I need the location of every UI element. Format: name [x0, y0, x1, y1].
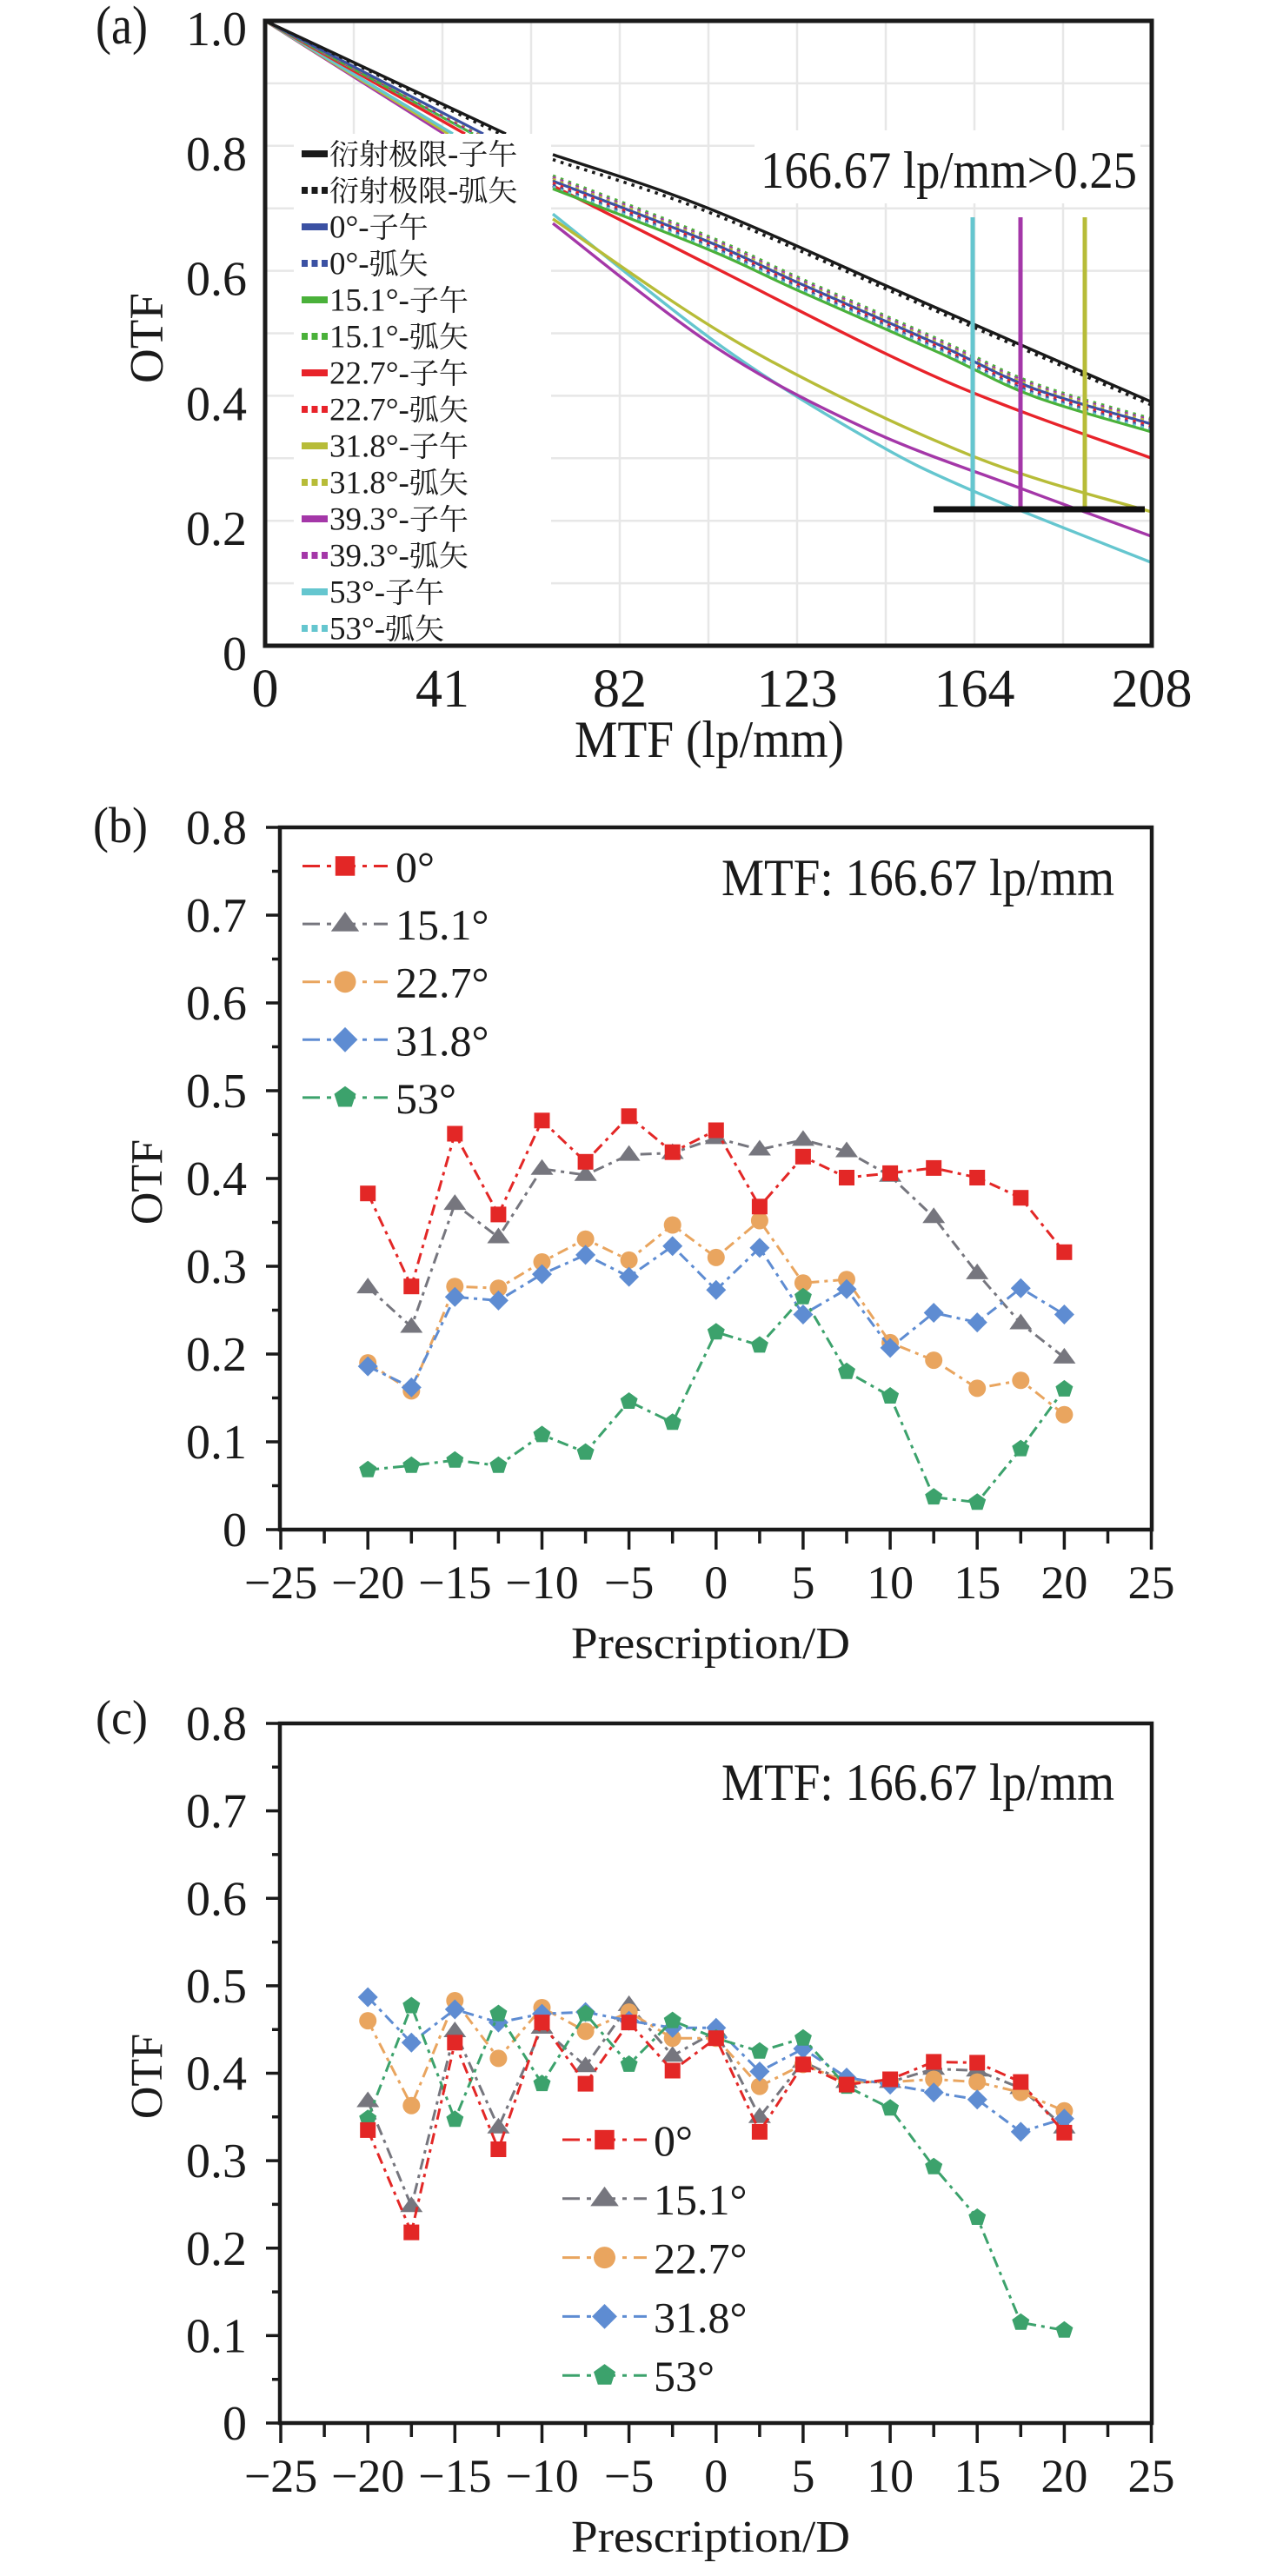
svg-text:0: 0: [704, 2450, 728, 2502]
svg-text:164: 164: [934, 660, 1015, 719]
svg-text:OTF: OTF: [123, 2034, 172, 2119]
svg-text:82: 82: [593, 660, 647, 719]
svg-text:−20: −20: [331, 1557, 404, 1609]
svg-text:15.1°: 15.1°: [654, 2175, 748, 2224]
svg-text:−5: −5: [604, 2450, 654, 2502]
svg-text:20: 20: [1040, 2450, 1087, 2502]
svg-text:5: 5: [791, 1557, 814, 1609]
svg-text:0.3: 0.3: [186, 2134, 247, 2188]
svg-text:−10: −10: [505, 1557, 578, 1609]
svg-text:25: 25: [1128, 1557, 1175, 1609]
svg-text:15.1°: 15.1°: [396, 900, 489, 949]
svg-text:0.2: 0.2: [186, 502, 247, 556]
svg-text:0.5: 0.5: [186, 1960, 247, 2014]
svg-text:(a): (a): [96, 0, 148, 56]
svg-text:5: 5: [791, 2450, 814, 2502]
svg-text:OTF: OTF: [123, 1139, 172, 1225]
svg-text:−15: −15: [418, 2450, 491, 2502]
svg-text:0.3: 0.3: [186, 1240, 247, 1294]
svg-text:10: 10: [867, 1557, 914, 1609]
svg-text:0°-: 0°-: [329, 210, 369, 246]
svg-text:MTF (lp/mm): MTF (lp/mm): [575, 711, 844, 768]
svg-text:−15: −15: [418, 1557, 491, 1609]
svg-text:0: 0: [704, 1557, 728, 1609]
svg-text:0: 0: [223, 2397, 247, 2451]
svg-text:39.3°-: 39.3°-: [329, 502, 409, 538]
svg-text:53°: 53°: [654, 2352, 715, 2400]
svg-text:0.5: 0.5: [186, 1065, 247, 1119]
svg-text:OTF: OTF: [120, 293, 173, 383]
svg-text:22.7°: 22.7°: [396, 959, 489, 1007]
svg-text:MTF: 166.67 lp/mm: MTF: 166.67 lp/mm: [721, 1754, 1114, 1811]
svg-text:(b): (b): [93, 797, 148, 853]
svg-text:0.8: 0.8: [186, 1697, 247, 1751]
svg-text:0.2: 0.2: [186, 1328, 247, 1382]
svg-text:0.6: 0.6: [186, 977, 247, 1031]
svg-text:Prescription/D: Prescription/D: [571, 2513, 850, 2562]
svg-text:10: 10: [867, 2450, 914, 2502]
svg-text:0.6: 0.6: [186, 253, 247, 307]
svg-text:41: 41: [415, 660, 469, 719]
svg-text:53°: 53°: [396, 1074, 456, 1123]
svg-text:53°-: 53°-: [329, 612, 385, 647]
svg-text:0.4: 0.4: [186, 1152, 247, 1206]
svg-text:0.2: 0.2: [186, 2222, 247, 2276]
svg-text:31.8°-: 31.8°-: [329, 429, 409, 465]
svg-text:0.1: 0.1: [186, 1416, 247, 1470]
svg-text:−25: −25: [244, 1557, 317, 1609]
svg-text:22.7°-: 22.7°-: [329, 356, 409, 392]
svg-text:0°: 0°: [654, 2116, 693, 2165]
svg-text:15: 15: [954, 2450, 1000, 2502]
svg-text:(c): (c): [96, 1691, 148, 1745]
svg-text:0.4: 0.4: [186, 377, 247, 431]
svg-text:20: 20: [1040, 1557, 1087, 1609]
svg-text:0.4: 0.4: [186, 2048, 247, 2101]
svg-text:0.1: 0.1: [186, 2309, 247, 2363]
svg-text:0.8: 0.8: [186, 801, 247, 855]
svg-text:123: 123: [757, 660, 838, 719]
svg-text:15: 15: [954, 1557, 1000, 1609]
svg-text:−5: −5: [604, 1557, 654, 1609]
svg-text:31.8°: 31.8°: [396, 1016, 489, 1065]
svg-text:0.7: 0.7: [186, 889, 247, 943]
svg-text:31.8°: 31.8°: [654, 2293, 748, 2341]
svg-text:-: -: [448, 174, 458, 209]
svg-text:166.67 lp/mm>0.25: 166.67 lp/mm>0.25: [761, 142, 1137, 199]
svg-text:0: 0: [223, 627, 247, 681]
svg-text:15.1°-: 15.1°-: [329, 320, 409, 355]
svg-text:39.3°-: 39.3°-: [329, 539, 409, 574]
svg-text:−20: −20: [331, 2450, 404, 2502]
svg-text:53°-: 53°-: [329, 575, 385, 611]
svg-text:22.7°: 22.7°: [654, 2234, 748, 2283]
svg-text:−25: −25: [244, 2450, 317, 2502]
svg-text:0°-: 0°-: [329, 247, 369, 282]
svg-text:1.0: 1.0: [186, 3, 247, 56]
svg-text:15.1°-: 15.1°-: [329, 283, 409, 319]
svg-text:208: 208: [1112, 660, 1193, 719]
svg-text:0.8: 0.8: [186, 128, 247, 182]
svg-text:0.7: 0.7: [186, 1785, 247, 1839]
svg-text:0°: 0°: [396, 843, 435, 892]
svg-text:22.7°-: 22.7°-: [329, 393, 409, 428]
svg-text:-: -: [448, 137, 458, 173]
svg-text:0: 0: [252, 660, 279, 719]
svg-text:Prescription/D: Prescription/D: [571, 1619, 850, 1669]
svg-text:25: 25: [1128, 2450, 1175, 2502]
svg-text:31.8°-: 31.8°-: [329, 466, 409, 501]
svg-text:MTF: 166.67 lp/mm: MTF: 166.67 lp/mm: [721, 849, 1114, 906]
svg-text:0: 0: [223, 1504, 247, 1557]
svg-text:−10: −10: [505, 2450, 578, 2502]
svg-text:0.6: 0.6: [186, 1872, 247, 1926]
